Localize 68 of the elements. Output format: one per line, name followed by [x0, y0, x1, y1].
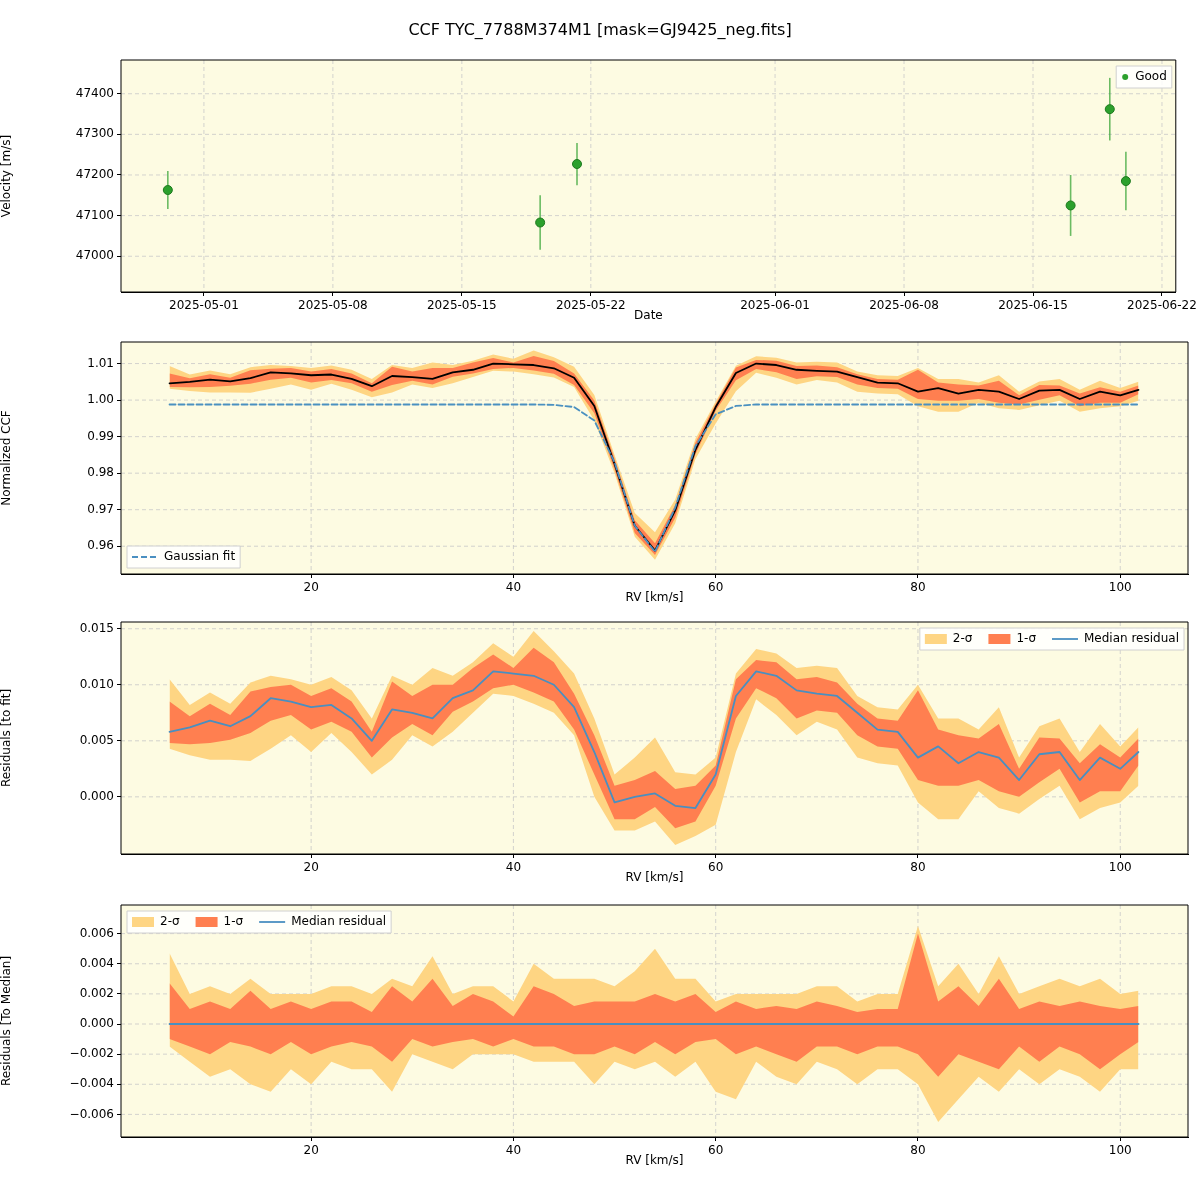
- x-tick-label: 80: [910, 860, 926, 875]
- x-tick-label: 2025-06-22: [1127, 298, 1197, 313]
- x-axis-title: RV [km/s]: [625, 869, 684, 884]
- x-axis-title: Date: [634, 307, 663, 322]
- point: [1104, 104, 1115, 115]
- y-tick-label: −0.002: [69, 1046, 114, 1061]
- y-tick-label: 0.002: [79, 986, 114, 1001]
- x-tick-label: 20: [303, 580, 319, 595]
- y-tick-label: 0.004: [79, 955, 114, 970]
- y-axis-title: Residuals [to fit]: [0, 688, 14, 788]
- legend-label: 1-σ: [1016, 631, 1037, 646]
- y-tick-label: 1.01: [87, 355, 114, 370]
- y-tick-label: −0.006: [69, 1106, 114, 1121]
- x-tick-label: 2025-06-15: [998, 298, 1068, 313]
- y-tick-label: 0.96: [87, 538, 114, 553]
- x-tick-label: 100: [1108, 580, 1132, 595]
- x-tick-label: 40: [505, 1143, 522, 1158]
- y-tick-label: 1.00: [87, 392, 114, 407]
- legend-label: Good: [1135, 69, 1167, 84]
- y-tick-label: 47000: [75, 248, 114, 263]
- x-tick-label: 20: [303, 860, 319, 875]
- point: [535, 217, 546, 228]
- y-axis-title: Normalized CCF: [0, 410, 14, 506]
- y-tick-label: 0.000: [79, 788, 114, 803]
- x-tick-label: 2025-05-22: [555, 298, 626, 313]
- legend-label: 1-σ: [223, 914, 244, 929]
- x-tick-label: 60: [708, 580, 724, 595]
- y-tick-label: 0.98: [87, 465, 114, 480]
- y-tick-label: 47100: [75, 207, 114, 222]
- x-tick-label: 60: [708, 860, 724, 875]
- x-tick-label: 80: [910, 1143, 926, 1158]
- x-tick-label: 2025-06-08: [869, 298, 939, 313]
- x-tick-label: 20: [303, 1143, 319, 1158]
- legend-label: Median residual: [291, 914, 387, 929]
- y-tick-label: 0.010: [79, 676, 114, 691]
- x-tick-label: 2025-05-01: [169, 298, 239, 313]
- point: [572, 159, 582, 170]
- y-tick-label: 47300: [75, 126, 114, 141]
- legend-label: Gaussian fit: [164, 549, 236, 564]
- point: [162, 185, 173, 196]
- y-axis-title: Velocity [m/s]: [0, 134, 14, 218]
- y-tick-label: 0.000: [79, 1016, 114, 1031]
- y-axis-title: Residuals [To Median]: [0, 955, 14, 1087]
- legend-label: Median residual: [1083, 631, 1180, 646]
- chart-title: CCF TYC_7788M374M1 [mask=GJ9425_neg.fits]: [407, 20, 793, 39]
- y-tick-label: 0.015: [79, 620, 114, 635]
- y-tick-label: −0.004: [69, 1076, 114, 1091]
- x-tick-label: 2025-05-15: [426, 298, 497, 313]
- x-tick-label: 40: [505, 580, 522, 595]
- y-tick-label: 47200: [75, 167, 114, 182]
- y-tick-label: 47400: [75, 85, 114, 100]
- x-tick-label: 40: [505, 860, 522, 875]
- x-tick-label: 2025-05-08: [298, 298, 368, 313]
- x-tick-label: 2025-06-01: [740, 298, 810, 313]
- x-tick-label: 80: [910, 580, 926, 595]
- point: [1065, 200, 1076, 211]
- y-tick-label: 0.97: [87, 501, 114, 516]
- x-axis-title: RV [km/s]: [625, 589, 684, 604]
- y-tick-label: 0.006: [79, 925, 114, 940]
- legend-label: 2-σ: [160, 914, 180, 929]
- point: [1120, 176, 1131, 187]
- x-axis-title: RV [km/s]: [625, 1152, 684, 1167]
- y-tick-label: 0.005: [79, 732, 114, 747]
- legend-label: 2-σ: [952, 631, 973, 646]
- x-tick-label: 100: [1108, 860, 1132, 875]
- y-tick-label: 0.99: [87, 428, 114, 443]
- x-tick-label: 60: [708, 1143, 724, 1158]
- x-tick-label: 100: [1108, 1143, 1132, 1158]
